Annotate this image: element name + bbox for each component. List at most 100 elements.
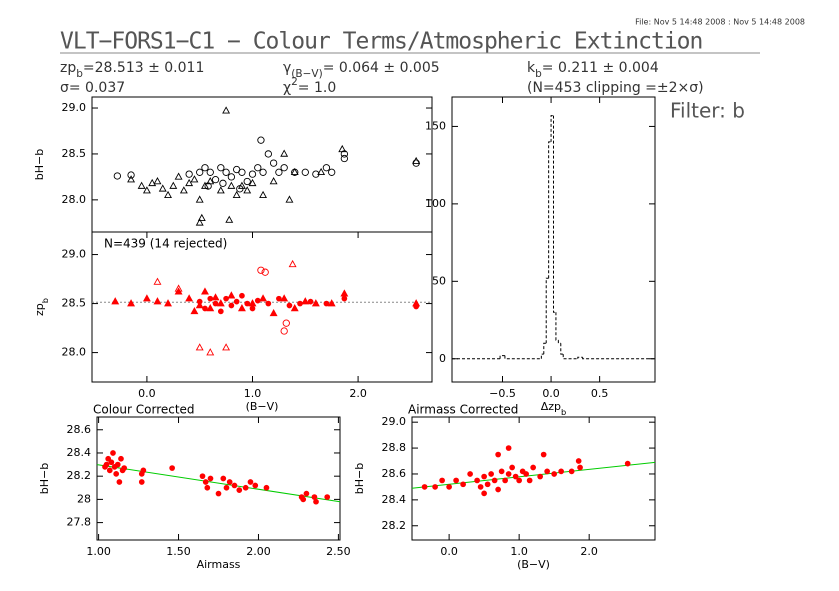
point: [222, 168, 230, 176]
point: [282, 319, 290, 327]
x-axis-label-part: Δzp: [541, 400, 561, 413]
point: [275, 168, 283, 176]
point: [259, 294, 268, 302]
point: [223, 295, 229, 302]
point: [239, 292, 245, 299]
y-tick-label: 0: [439, 352, 446, 365]
point: [467, 471, 473, 477]
y-tick-label: 29.0: [382, 415, 407, 428]
point: [495, 486, 501, 493]
histogram-step: [550, 115, 554, 142]
point: [254, 164, 262, 172]
point: [301, 297, 310, 305]
fit-parameter-part: χ: [283, 80, 291, 96]
point: [118, 455, 124, 462]
point: [340, 150, 349, 158]
point: [114, 461, 121, 468]
x-tick-label: 1.50: [166, 545, 191, 558]
fit-parameter-part: b: [76, 68, 83, 80]
point: [280, 164, 288, 172]
point: [153, 277, 162, 285]
y-tick-label: 50: [432, 274, 446, 287]
y-tick-label: 28.6: [67, 423, 92, 436]
point: [495, 451, 501, 458]
point: [413, 303, 420, 310]
point: [290, 304, 299, 312]
fit-parameter-part: =28.513 ± 0.011: [83, 60, 204, 76]
point: [523, 471, 529, 477]
y-tick-label: 28.4: [382, 493, 407, 506]
point: [259, 168, 267, 176]
y-tick-label: 100: [425, 197, 446, 210]
point: [215, 490, 222, 497]
point: [216, 299, 225, 307]
fit-parameter-part: k: [527, 60, 536, 76]
point: [311, 494, 318, 500]
point: [137, 181, 146, 189]
y-tick-label: 28: [77, 492, 91, 505]
point: [111, 297, 120, 305]
point: [288, 259, 297, 268]
x-tick-label: 2.0: [349, 387, 367, 400]
y-axis-label-part: zp: [33, 303, 46, 316]
point: [257, 136, 265, 144]
point: [340, 289, 349, 297]
point: [195, 195, 204, 203]
y-tick-label: 29.0: [62, 248, 87, 261]
histogram-step: [543, 342, 547, 355]
point: [228, 302, 235, 309]
point: [223, 484, 230, 491]
y-axis-label: bH−b: [353, 463, 366, 494]
point: [248, 299, 257, 307]
histogram-step: [560, 343, 564, 355]
point: [338, 144, 347, 153]
point: [498, 468, 505, 475]
histogram-step: [582, 357, 655, 360]
point: [219, 179, 227, 187]
fit-parameter: χ2= 1.0: [283, 76, 336, 96]
fit-parameter: γ(B−V)= 0.064 ± 0.005: [283, 60, 440, 80]
point: [474, 477, 480, 484]
y-tick-label: 28.0: [62, 346, 87, 359]
point: [257, 266, 265, 274]
point: [217, 308, 224, 315]
point: [110, 450, 116, 456]
point: [276, 295, 282, 302]
point: [206, 304, 215, 312]
point: [285, 195, 294, 203]
point: [491, 477, 498, 484]
fit-parameter: σ= 0.037: [60, 80, 125, 96]
y-tick-label: 150: [425, 119, 446, 132]
point: [197, 213, 206, 221]
annotation: N=439 (14 rejected): [104, 237, 227, 251]
point: [502, 477, 508, 484]
x-axis-label: (B−V): [246, 400, 279, 413]
point: [290, 167, 299, 176]
point: [148, 178, 157, 187]
filter-label: Filter: b: [670, 99, 745, 123]
fit-parameter: (N=453 clipping =±2×σ): [527, 80, 704, 96]
point: [327, 299, 336, 307]
point: [544, 468, 551, 475]
point: [185, 294, 194, 302]
point: [481, 473, 487, 480]
point: [537, 473, 544, 480]
point: [540, 451, 547, 458]
fit-parameter-part: 2: [291, 76, 298, 88]
x-tick-label: 2.50: [326, 545, 351, 558]
histogram-step: [545, 277, 549, 344]
point: [220, 475, 227, 482]
fit-parameter-part: (N=453 clipping =±2×σ): [527, 80, 704, 96]
point: [127, 171, 135, 179]
point: [322, 164, 331, 172]
point: [121, 465, 128, 471]
point: [460, 481, 466, 488]
point: [280, 149, 289, 157]
point: [179, 186, 188, 194]
point: [412, 156, 421, 165]
point: [341, 295, 348, 302]
fit-parameter: zpb=28.513 ± 0.011: [60, 60, 204, 80]
point: [174, 284, 183, 292]
y-tick-label: 28.2: [382, 519, 407, 532]
histogram-step: [553, 115, 556, 313]
